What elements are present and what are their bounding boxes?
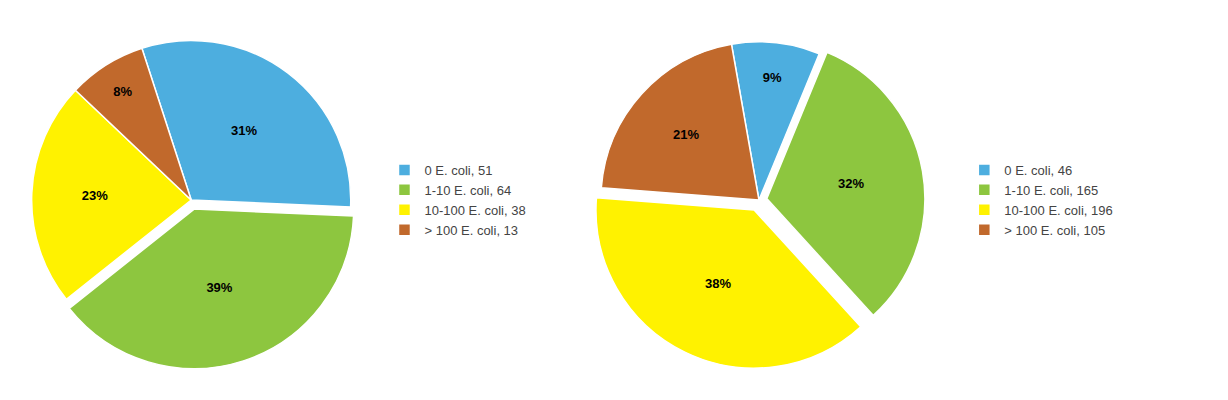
svg-text:21%: 21%: [673, 127, 699, 142]
svg-text:1-10 E. coli, 64: 1-10 E. coli, 64: [424, 183, 511, 198]
svg-text:9%: 9%: [763, 70, 782, 85]
svg-text:0 E. coli, 46: 0 E. coli, 46: [1004, 163, 1072, 178]
svg-text:1-10 E. coli, 165: 1-10 E. coli, 165: [1004, 183, 1098, 198]
svg-text:0 E. coli, 51: 0 E. coli, 51: [424, 163, 492, 178]
svg-text:8%: 8%: [113, 84, 132, 99]
svg-text:10-100 E. coli, 38: 10-100 E. coli, 38: [424, 203, 525, 218]
svg-text:31%: 31%: [231, 123, 257, 138]
svg-text:10-100 E. coli, 196: 10-100 E. coli, 196: [1004, 203, 1112, 218]
svg-text:39%: 39%: [206, 280, 232, 295]
svg-text:32%: 32%: [838, 176, 864, 191]
svg-text:23%: 23%: [82, 188, 108, 203]
svg-text:> 100 E. coli, 13: > 100 E. coli, 13: [424, 223, 518, 238]
svg-text:> 100 E. coli, 105: > 100 E. coli, 105: [1004, 223, 1105, 238]
svg-text:38%: 38%: [705, 276, 731, 291]
